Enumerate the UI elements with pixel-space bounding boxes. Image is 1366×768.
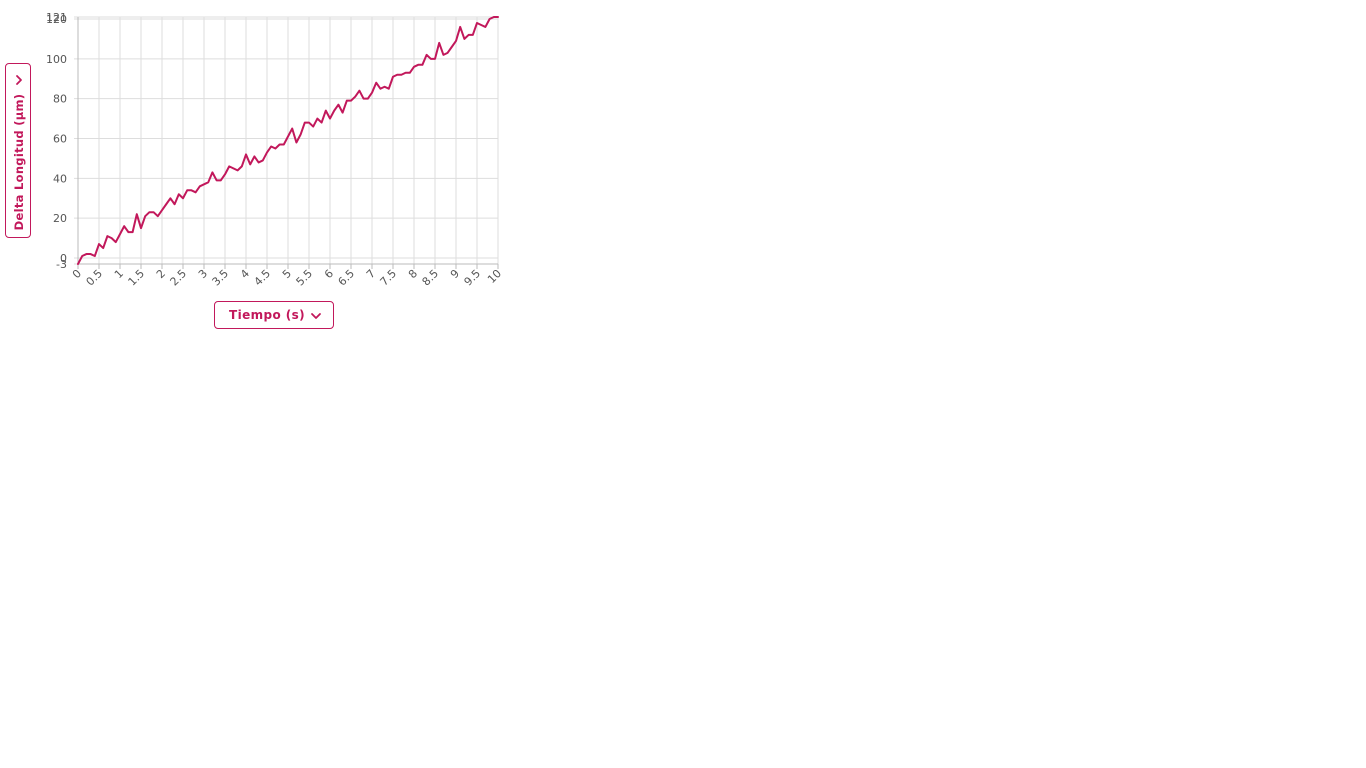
y-tick-label: -3 xyxy=(56,258,67,271)
x-tick-label: 9.5 xyxy=(462,267,484,289)
x-tick-label: 4 xyxy=(238,267,252,281)
x-tick-label: 2.5 xyxy=(168,267,190,289)
x-tick-label: 0.5 xyxy=(84,267,106,289)
x-tick-label: 3.5 xyxy=(210,267,232,289)
y-tick-label: 0 xyxy=(60,252,67,265)
x-tick-label: 8 xyxy=(406,267,420,281)
x-tick-label: 10 xyxy=(485,267,504,286)
chevron-right-icon xyxy=(16,75,22,85)
series-line xyxy=(77,16,499,265)
y-tick-label: 20 xyxy=(53,212,67,225)
x-tick-label: 5.5 xyxy=(294,267,316,289)
x-tick-label: 6.5 xyxy=(336,267,358,289)
x-tick-label: 1 xyxy=(112,267,126,281)
x-axis-label: Tiempo (s) xyxy=(229,308,306,322)
x-tick-label: 6 xyxy=(322,267,336,281)
y-tick-label: 100 xyxy=(46,53,67,66)
x-tick-label: 1.5 xyxy=(126,267,148,289)
axes xyxy=(77,17,499,269)
x-tick-label: 5 xyxy=(280,267,294,281)
y-tick-label: 80 xyxy=(53,93,67,106)
y-tick-label: 121 xyxy=(46,11,67,24)
y-tick-label: 60 xyxy=(53,133,67,146)
chevron-down-icon xyxy=(311,313,321,319)
y-axis-selector-button[interactable]: Delta Longitud (μm) xyxy=(5,63,31,238)
x-tick-labels: 0 0.5 1 1.5 2 2.5 3 3.5 4 4.5 5 5.5 6 6.5 7 7.5 8 8.5 9 9.5… xyxy=(70,267,504,289)
x-tick-label: 7 xyxy=(364,267,378,281)
chart-container: -3 0 20 40 60 80 100 120 121 0 0.5 1 1.5 2 2.5 3 3.5 4 4.… xyxy=(0,0,520,340)
x-axis-selector-button[interactable]: Tiempo (s) xyxy=(214,301,334,329)
x-tick-label: 3 xyxy=(196,267,210,281)
x-tick-label: 0 xyxy=(70,267,84,281)
y-tick-label: 40 xyxy=(53,172,67,185)
x-tick-label: 4.5 xyxy=(252,267,274,289)
x-tick-label: 7.5 xyxy=(378,267,400,289)
x-tick-label: 2 xyxy=(154,267,168,281)
x-tick-label: 9 xyxy=(448,267,462,281)
y-axis-label: Delta Longitud (μm) xyxy=(12,93,26,231)
x-tick-label: 8.5 xyxy=(420,267,442,289)
y-tick-label: 120 xyxy=(46,13,67,26)
series-layer xyxy=(77,16,499,265)
